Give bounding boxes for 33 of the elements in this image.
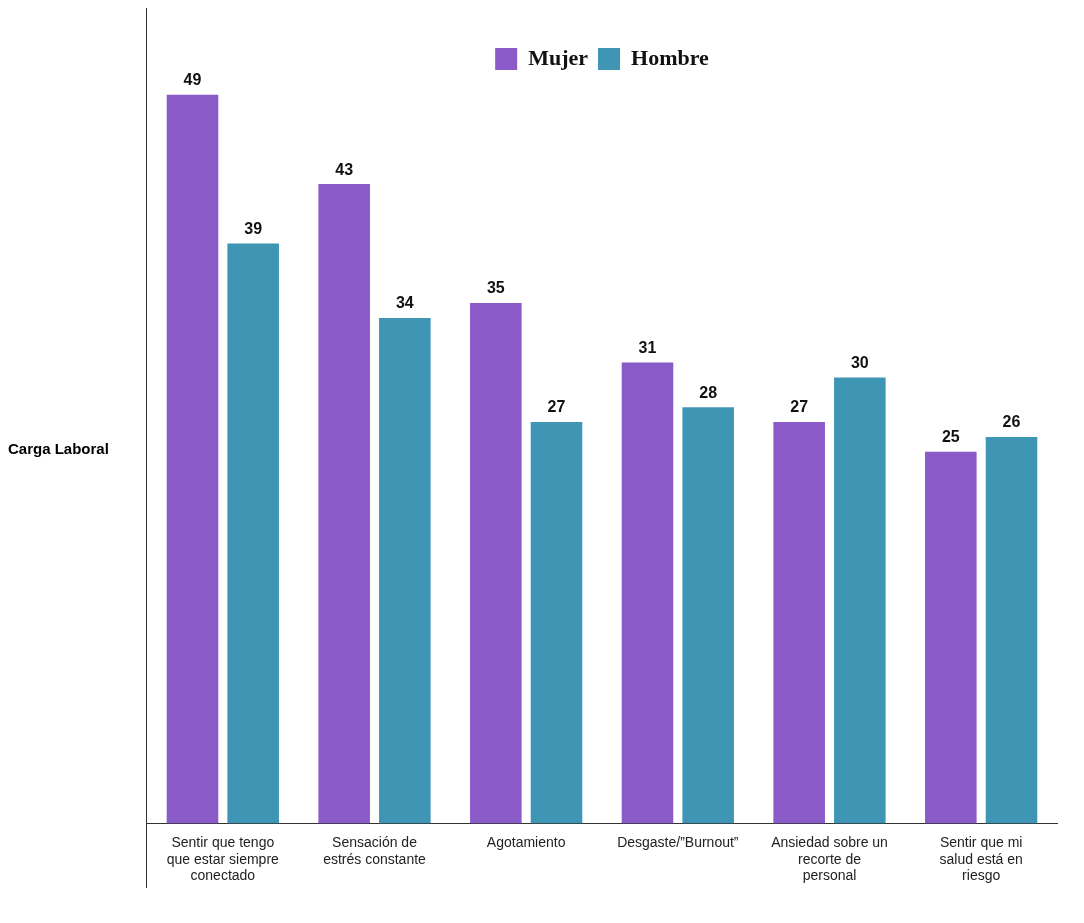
bar bbox=[834, 377, 886, 824]
data-label: 25 bbox=[941, 428, 960, 446]
bar bbox=[318, 184, 370, 824]
x-tick-label: Desgaste/”Burnout” bbox=[617, 833, 739, 850]
data-label: 27 bbox=[790, 398, 809, 416]
x-tick-label: Sentir que mi salud está en riesgo bbox=[939, 833, 1023, 884]
x-tick-label: Sensación de estrés constante bbox=[323, 833, 427, 867]
x-tick-label: Ansiedad sobre un recorte de personal bbox=[771, 833, 888, 884]
legend-label: Mujer bbox=[528, 44, 589, 70]
legend-label: Hombre bbox=[631, 44, 710, 70]
data-label: 35 bbox=[486, 279, 505, 297]
text: Carga Laboral bbox=[8, 439, 109, 457]
bar bbox=[621, 362, 674, 824]
data-label: 49 bbox=[183, 71, 202, 89]
bar bbox=[530, 422, 583, 824]
data-label: 26 bbox=[1002, 413, 1021, 431]
data-label: 28 bbox=[699, 383, 718, 401]
bar bbox=[985, 436, 1038, 824]
bar bbox=[773, 422, 825, 824]
data-label: 43 bbox=[335, 160, 354, 178]
bar bbox=[470, 303, 522, 824]
data-label: 30 bbox=[850, 353, 869, 371]
data-label: 34 bbox=[395, 294, 414, 312]
x-tick-label: Sentir que tengo que estar siempre conectado bbox=[166, 833, 280, 884]
bar bbox=[925, 451, 977, 824]
x-tick-label: Agotamiento bbox=[486, 833, 566, 850]
data-label: 27 bbox=[547, 398, 566, 416]
bar bbox=[166, 94, 219, 824]
data-label: 39 bbox=[244, 220, 263, 237]
bar bbox=[227, 243, 279, 824]
bar bbox=[682, 407, 734, 824]
data-label: 31 bbox=[638, 338, 657, 356]
bar bbox=[379, 317, 431, 824]
